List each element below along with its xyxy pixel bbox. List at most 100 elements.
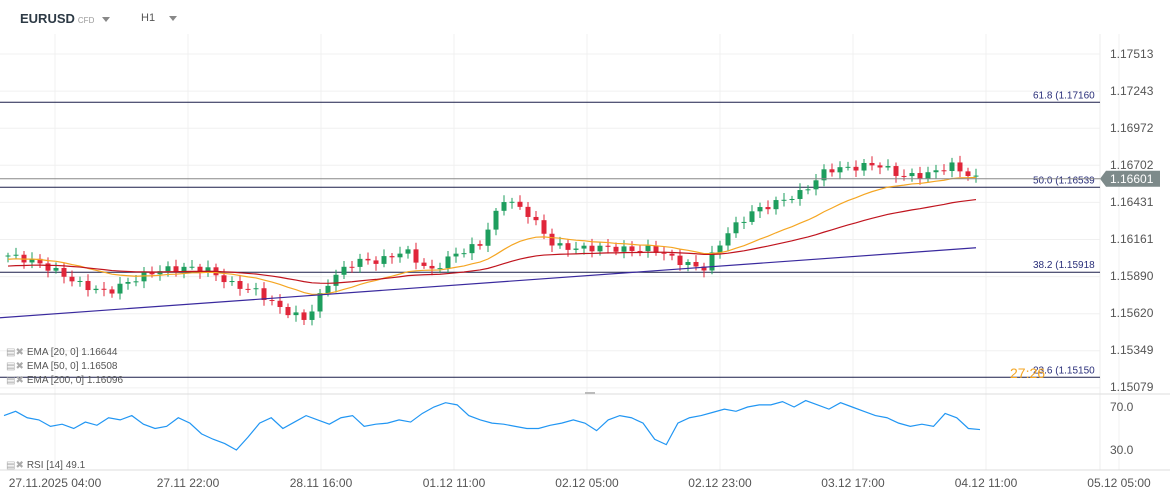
candle-body	[949, 162, 955, 172]
candle-body	[365, 258, 371, 261]
candle-body	[221, 275, 227, 283]
time-label: 28.11 16:00	[290, 476, 353, 490]
candle-body	[173, 266, 179, 272]
candle-body	[613, 246, 619, 252]
chevron-down-icon	[102, 17, 111, 23]
candle-body	[701, 266, 707, 271]
candle-body	[909, 173, 915, 177]
candle-body	[901, 175, 907, 177]
candle-body	[957, 162, 963, 172]
candle-body	[381, 256, 387, 264]
candle-body	[893, 166, 899, 176]
candle-body	[85, 280, 91, 291]
price-label: 1.16702	[1110, 158, 1154, 172]
candle-body	[5, 255, 11, 257]
candle-body	[693, 261, 699, 267]
candle-body	[77, 280, 83, 282]
timeframe: H1	[141, 12, 156, 24]
candle-body	[93, 288, 99, 291]
candle-body	[229, 281, 235, 283]
legend-label: EMA [20, 0] 1.16644	[26, 347, 118, 358]
fib-label: 38.2 (1.15918	[1033, 260, 1095, 271]
candle-body	[685, 261, 691, 266]
candle-body	[757, 207, 763, 212]
candle-body	[549, 233, 555, 246]
candle-body	[605, 245, 611, 247]
legend-label: EMA [50, 0] 1.16508	[26, 361, 118, 372]
current-price-label: 1.16601	[1110, 172, 1154, 186]
candle-body	[421, 262, 427, 266]
candle-body	[485, 229, 491, 246]
candle-body	[157, 271, 163, 275]
rsi-line	[3, 399, 981, 451]
candle-body	[469, 244, 475, 254]
candle-body	[805, 189, 811, 191]
settings-icon[interactable]: ▤✖	[6, 361, 24, 372]
candle-body	[205, 267, 211, 273]
time-label: 02.12 23:00	[688, 476, 752, 490]
candle-body	[781, 199, 787, 201]
candle-body	[373, 260, 379, 264]
candle-body	[749, 211, 755, 222]
settings-icon[interactable]: ▤✖	[6, 460, 24, 471]
candle-body	[725, 233, 731, 246]
candle-body	[509, 201, 515, 203]
candle-body	[525, 206, 531, 217]
countdown-timer: 27:26	[1010, 365, 1045, 381]
candle-body	[917, 173, 923, 179]
candle-body	[829, 169, 835, 173]
rsi-axis-label: 70.0	[1110, 400, 1134, 414]
candle-body	[269, 300, 275, 302]
price-label: 1.15620	[1110, 306, 1154, 320]
candle-body	[429, 265, 435, 269]
settings-icon[interactable]: ▤✖	[6, 347, 24, 358]
candle-body	[661, 252, 667, 254]
candle-body	[733, 222, 739, 234]
candle-body	[285, 307, 291, 316]
ema200-line	[0, 247, 977, 319]
candle-body	[541, 220, 547, 234]
fib-label: 23.6 (1.15150	[1033, 365, 1095, 376]
price-label: 1.17243	[1110, 84, 1154, 98]
candle-body	[437, 268, 443, 270]
candle-body	[773, 200, 779, 210]
legend-ema200[interactable]: ▤✖ EMA [200, 0] 1.16096	[6, 375, 123, 386]
candle-body	[325, 285, 331, 294]
candle-body	[189, 266, 195, 268]
candle-body	[445, 256, 451, 269]
time-label: 04.12 11:00	[955, 476, 1018, 490]
chevron-down-icon	[169, 15, 178, 21]
candle-body	[133, 281, 139, 283]
candle-body	[941, 170, 947, 172]
candle-body	[717, 245, 723, 253]
candle-body	[245, 288, 251, 290]
symbol-selector[interactable]: EURUSD CFD	[20, 11, 111, 26]
time-label: 01.12 11:00	[423, 476, 486, 490]
fib-label: 50.0 (1.16539	[1033, 175, 1095, 186]
price-label: 1.17513	[1110, 47, 1154, 61]
candle-body	[397, 253, 403, 258]
candle-body	[677, 255, 683, 266]
candle-body	[653, 245, 659, 253]
candle-body	[29, 258, 35, 263]
candle-body	[149, 272, 155, 275]
timeframe-selector[interactable]: H1	[141, 12, 178, 24]
legend-ema50[interactable]: ▤✖ EMA [50, 0] 1.16508	[6, 361, 117, 372]
candle-body	[869, 162, 875, 166]
candle-body	[237, 281, 243, 289]
candle-body	[277, 300, 283, 308]
candle-body	[53, 267, 59, 271]
settings-icon[interactable]: ▤✖	[6, 375, 24, 386]
symbol-type: CFD	[77, 16, 95, 25]
time-label: 27.11.2025 04:00	[9, 476, 102, 490]
candle-body	[165, 266, 171, 272]
candle-body	[573, 248, 579, 250]
candle-body	[789, 198, 795, 200]
candle-body	[533, 216, 539, 221]
legend-rsi[interactable]: ▤✖ RSI [14] 49.1	[6, 460, 85, 471]
candle-body	[669, 253, 675, 256]
legend-ema20[interactable]: ▤✖ EMA [20, 0] 1.16644	[6, 347, 117, 358]
price-label: 1.16431	[1110, 195, 1154, 209]
